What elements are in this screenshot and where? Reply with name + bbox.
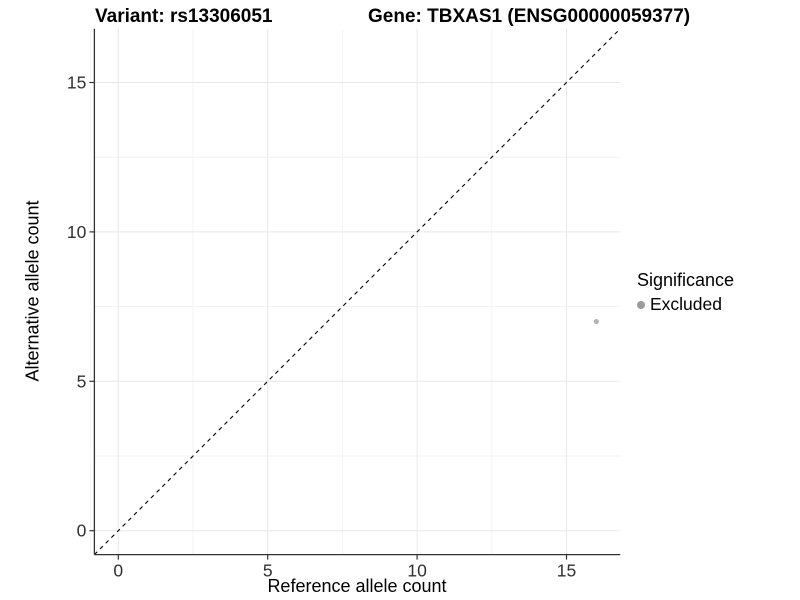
x-tick-label: 0: [113, 560, 123, 580]
point-icon: [637, 300, 645, 309]
legend-item-label: Excluded: [650, 294, 722, 314]
data-point: [593, 318, 599, 325]
y-axis-title: Alternative allele count: [22, 200, 43, 382]
y-tick-label: 0: [77, 521, 87, 541]
legend-title: Significance: [637, 270, 735, 290]
gene-title: Gene: TBXAS1 (ENSG00000059377): [368, 6, 691, 27]
y-tick-label: 5: [77, 371, 87, 391]
x-tick-label: 10: [407, 560, 427, 580]
x-tick-label: 15: [557, 560, 576, 580]
variant-title: Variant: rs13306051: [95, 6, 273, 27]
y-tick-label: 15: [67, 73, 86, 93]
identity-line: [94, 28, 621, 555]
x-axis-title: Reference allele count: [267, 576, 447, 596]
x-tick-label: 5: [263, 560, 273, 580]
legend: Significance Excluded: [637, 270, 734, 315]
y-tick-label: 10: [67, 222, 87, 242]
legend-item: Excluded: [637, 294, 734, 315]
